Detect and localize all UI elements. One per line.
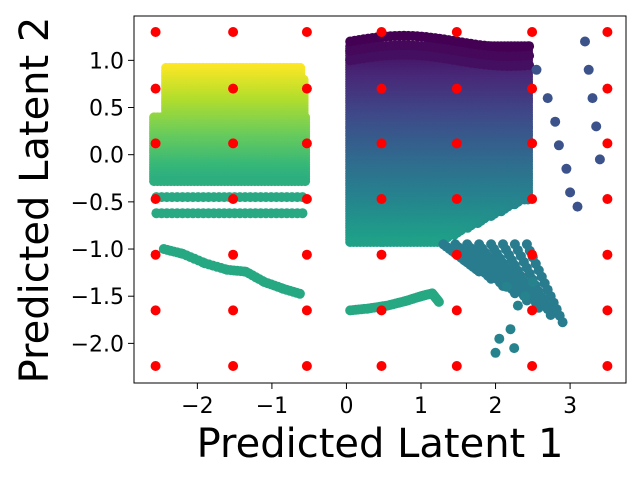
- plot-data: [149, 30, 605, 358]
- data-point: [297, 208, 308, 219]
- data-point: [300, 176, 311, 187]
